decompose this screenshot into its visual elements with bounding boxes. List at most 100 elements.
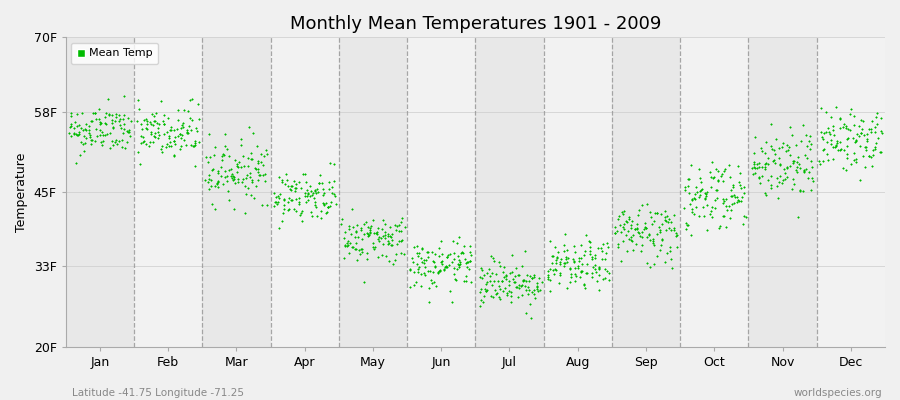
Point	[211, 181, 225, 188]
Point	[82, 130, 96, 137]
Point	[180, 129, 194, 135]
Point	[803, 146, 817, 152]
Point	[598, 266, 613, 272]
Point	[752, 164, 766, 170]
Point	[653, 211, 668, 217]
Point	[202, 176, 216, 182]
Point	[292, 201, 307, 207]
Point	[556, 248, 571, 254]
Point	[357, 220, 372, 227]
Point	[310, 213, 324, 220]
Point	[414, 271, 428, 278]
Point	[220, 146, 234, 152]
Point	[778, 170, 792, 176]
Point	[245, 178, 259, 185]
Point	[801, 175, 815, 181]
Point	[670, 244, 684, 250]
Point	[637, 220, 652, 226]
Point	[321, 204, 336, 210]
Point	[64, 113, 78, 119]
Point	[783, 124, 797, 131]
Point	[736, 221, 751, 228]
Point	[678, 187, 692, 194]
Point	[520, 291, 535, 298]
Point	[94, 132, 108, 138]
Point	[226, 177, 240, 183]
Point	[276, 196, 291, 203]
Point	[419, 249, 434, 255]
Point	[341, 222, 356, 229]
Point	[460, 264, 474, 270]
Point	[393, 250, 408, 256]
Point	[759, 160, 773, 166]
Point	[143, 130, 157, 137]
Bar	[271, 37, 338, 347]
Point	[638, 224, 652, 230]
Point	[804, 186, 818, 193]
Point	[285, 183, 300, 190]
Point	[820, 139, 834, 146]
Point	[303, 209, 318, 215]
Point	[776, 177, 790, 184]
Point	[718, 196, 733, 202]
Point	[277, 206, 292, 212]
Point	[108, 114, 122, 120]
Point	[173, 130, 187, 137]
Point	[117, 112, 131, 118]
Point	[765, 146, 779, 152]
Point	[608, 230, 623, 236]
Point	[70, 132, 85, 138]
Point	[839, 125, 853, 132]
Point	[297, 171, 311, 178]
Point	[241, 155, 256, 161]
Point	[79, 121, 94, 128]
Point	[710, 177, 724, 184]
Point	[619, 248, 634, 254]
Point	[174, 134, 188, 141]
Point	[592, 266, 607, 272]
Point	[558, 231, 572, 238]
Point	[868, 144, 882, 150]
Point	[719, 202, 733, 209]
Point	[360, 250, 374, 256]
Point	[157, 130, 171, 137]
Point	[518, 248, 532, 255]
Point	[388, 256, 402, 263]
Point	[773, 161, 788, 167]
Point	[802, 169, 816, 175]
Point	[298, 190, 312, 196]
Point	[371, 254, 385, 260]
Bar	[612, 37, 680, 347]
Point	[660, 250, 674, 256]
Legend: Mean Temp: Mean Temp	[71, 43, 158, 64]
Point	[156, 149, 170, 155]
Point	[616, 226, 631, 232]
Point	[63, 124, 77, 130]
Point	[610, 228, 625, 234]
Point	[464, 278, 478, 285]
Point	[577, 252, 591, 258]
Point	[134, 126, 148, 132]
Point	[433, 267, 447, 274]
Point	[516, 278, 530, 284]
Point	[101, 96, 115, 102]
Point	[802, 138, 816, 144]
Point	[131, 106, 146, 112]
Point	[374, 235, 388, 242]
Point	[320, 204, 335, 210]
Point	[176, 106, 191, 113]
Point	[447, 276, 462, 282]
Point	[425, 279, 439, 286]
Point	[505, 268, 519, 275]
Point	[287, 178, 302, 184]
Point	[103, 145, 117, 151]
Point	[244, 192, 258, 199]
Point	[450, 240, 464, 246]
Point	[238, 183, 252, 189]
Point	[495, 278, 509, 284]
Point	[523, 272, 537, 279]
Point	[407, 244, 421, 250]
Point	[450, 252, 464, 259]
Point	[167, 138, 182, 144]
Text: worldspecies.org: worldspecies.org	[794, 388, 882, 398]
